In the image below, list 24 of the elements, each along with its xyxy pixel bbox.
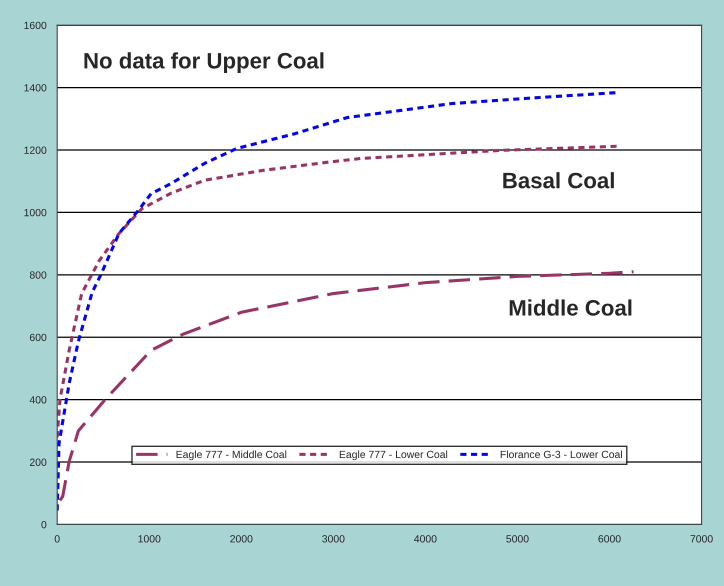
annotation: No data for Upper Coal — [84, 52, 324, 73]
y-tick-label: 0 — [41, 520, 46, 528]
y-tick-label: 1200 — [24, 146, 46, 154]
x-tick-label: 6000 — [598, 535, 621, 543]
x-tick-label: 5000 — [506, 535, 529, 543]
y-tick-label: 1000 — [24, 208, 46, 216]
x-tick-label: 1000 — [138, 535, 160, 543]
y-tick-label: 200 — [30, 458, 46, 466]
annotation: Basal Coal — [503, 172, 614, 188]
y-tick-label: 1600 — [24, 22, 46, 30]
y-tick-label: 1400 — [24, 84, 46, 92]
y-tick-label: 600 — [30, 334, 46, 342]
legend-label: Eagle 777 - Middle Coal — [176, 450, 286, 460]
y-tick-label: 800 — [30, 271, 46, 279]
legend-label: Eagle 777 - Lower Coal — [340, 450, 448, 460]
legend-label: Florance G-3 - Lower Coal — [500, 450, 622, 458]
x-tick-label: 3000 — [322, 535, 345, 543]
annotation: Middle Coal — [510, 299, 632, 316]
y-tick-label: 400 — [30, 396, 46, 404]
x-tick-label: 7000 — [690, 535, 713, 543]
x-tick-label: 0 — [54, 535, 60, 543]
x-tick-label: 4000 — [414, 535, 437, 543]
line-series — [58, 270, 635, 502]
x-tick-label: 2000 — [230, 535, 252, 543]
